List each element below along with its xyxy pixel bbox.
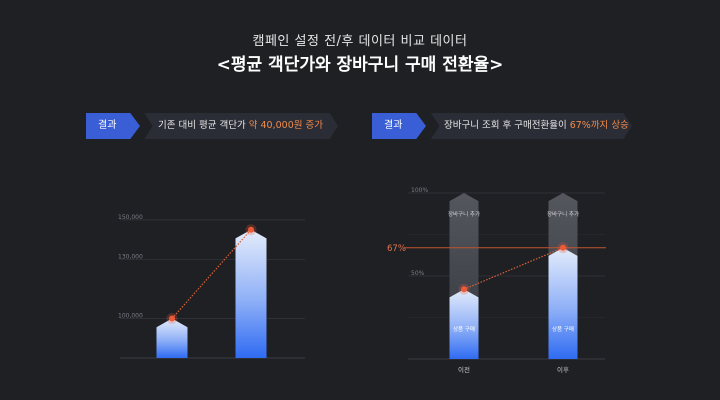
x-tick-label: 이후 — [557, 365, 569, 374]
result-badge: 결과 — [372, 113, 426, 139]
cart-add-label: 장바구니 추가 — [547, 210, 579, 218]
result-highlight: 약 40,000원 증가 — [248, 120, 323, 131]
cart-add-label: 장바구니 추가 — [448, 210, 480, 218]
result-highlight: 67%까지 상승 — [569, 120, 629, 131]
left-result-banner: 결과 기존 대비 평균 객단가 약 40,000원 증가 — [86, 113, 338, 139]
result-summary: 장바구니 조회 후 구매전환율이 67%까지 상승 — [430, 113, 632, 139]
result-text: 장바구니 조회 후 구매전환율이 — [444, 120, 570, 131]
y-tick-label: 50% — [411, 270, 425, 277]
data-point — [169, 315, 175, 322]
purchase-bar — [449, 289, 479, 359]
bar — [156, 318, 188, 358]
chart-title: <평균 객단가와 장바구니 구매 전환율> — [216, 55, 504, 75]
bar — [235, 229, 267, 358]
y-tick-label: 100,000 — [118, 313, 143, 320]
trend-line — [463, 247, 564, 290]
y-tick-label: 100% — [411, 187, 428, 194]
avg-order-value-chart: 150,000 130,000 100,000 — [118, 214, 305, 359]
purchase-label: 상품 구매 — [453, 325, 475, 333]
right-result-banner: 결과 장바구니 조회 후 구매전환율이 67%까지 상승 — [372, 113, 632, 139]
data-point — [248, 226, 254, 233]
result-text: 기존 대비 평균 객단가 — [158, 120, 249, 131]
y-tick-label: 150,000 — [118, 214, 143, 221]
result-badge: 결과 — [86, 113, 140, 139]
reference-label: 67% — [387, 244, 406, 254]
purchase-bar — [548, 247, 578, 359]
purchase-label: 상품 구매 — [552, 325, 574, 333]
y-tick-label: 130,000 — [118, 253, 143, 260]
chart-subtitle: 캠페인 설정 전/후 데이터 비교 데이터 — [252, 34, 468, 49]
result-summary: 기존 대비 평균 객단가 약 40,000원 증가 — [144, 113, 338, 139]
x-tick-label: 이전 — [458, 365, 470, 374]
data-point — [461, 286, 467, 293]
data-point — [560, 244, 566, 251]
trend-line — [171, 229, 252, 319]
